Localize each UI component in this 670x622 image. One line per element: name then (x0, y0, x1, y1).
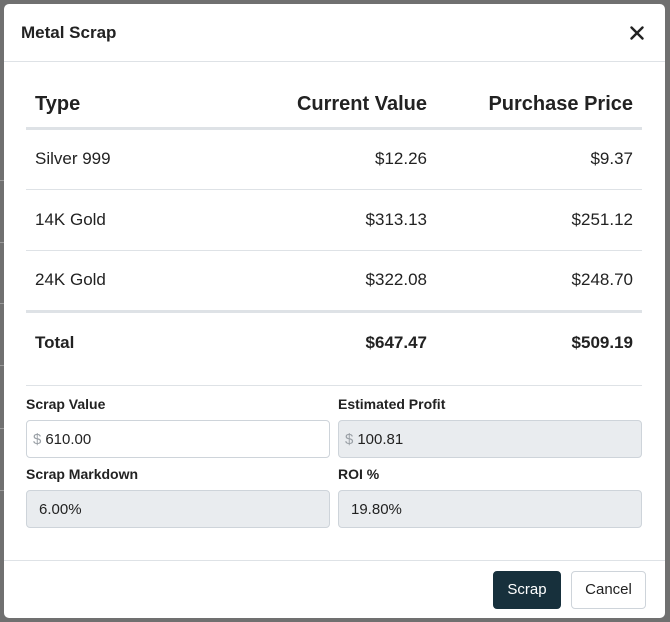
cell-current-value: $313.13 (246, 189, 436, 251)
scrap-markdown-text: 6.00% (39, 500, 82, 518)
total-row: Total $647.47 $509.19 (26, 311, 642, 373)
roi-text: 19.80% (351, 500, 402, 518)
backdrop-edge (0, 303, 4, 304)
modal-title: Metal Scrap (21, 22, 117, 42)
cell-type: 24K Gold (26, 250, 246, 313)
cell-purchase-price: $9.37 (436, 128, 642, 190)
close-icon (630, 25, 644, 40)
cell-type: Silver 999 (26, 128, 246, 190)
cell-type: 14K Gold (26, 189, 246, 251)
estimated-profit-input: $ 100.81 (338, 420, 642, 458)
backdrop-edge (0, 365, 4, 366)
dollar-prefix: $ (345, 430, 354, 448)
scrap-markdown-input: 6.00% (26, 490, 330, 528)
modal-header: Metal Scrap (4, 4, 665, 62)
scrap-button[interactable]: Scrap (493, 570, 561, 609)
scrap-value-text: 610.00 (45, 430, 92, 448)
modal-footer: Scrap Cancel (4, 560, 665, 618)
scrap-markdown-label: Scrap Markdown (26, 466, 139, 482)
estimated-profit-label: Estimated Profit (338, 396, 446, 412)
table-row: Silver 999 $12.26 $9.37 (26, 128, 642, 190)
backdrop-edge (0, 242, 4, 243)
total-purchase-price: $509.19 (571, 332, 633, 352)
cell-purchase-price: $251.12 (436, 189, 642, 251)
cell-current-value: $12.26 (246, 128, 436, 190)
cell-current-value: $322.08 (246, 250, 436, 313)
scrap-value-label: Scrap Value (26, 396, 106, 412)
backdrop-edge (0, 180, 4, 181)
total-label: Total (35, 332, 75, 352)
cell-purchase-price: $248.70 (436, 250, 642, 313)
total-current-value: $647.47 (365, 332, 427, 352)
header-current-value: Current Value (246, 82, 436, 130)
table-row: 14K Gold $313.13 $251.12 (26, 189, 642, 251)
header-type: Type (26, 82, 246, 130)
scrap-value-input[interactable]: $ 610.00 (26, 420, 330, 458)
cancel-button[interactable]: Cancel (571, 570, 646, 609)
estimated-profit-field: Estimated Profit $ 100.81 (338, 396, 642, 466)
table-row: 24K Gold $322.08 $248.70 (26, 250, 642, 313)
roi-label: ROI % (338, 466, 380, 482)
backdrop-edge (0, 428, 4, 429)
roi-field: ROI % 19.80% (338, 466, 642, 536)
table-header-row: Type Current Value Purchase Price (26, 82, 642, 130)
modal-body: Type Current Value Purchase Price Silver… (4, 62, 665, 536)
dollar-prefix: $ (33, 430, 42, 448)
backdrop-edge (0, 490, 4, 491)
metal-table: Type Current Value Purchase Price Silver… (26, 82, 642, 373)
scrap-markdown-field: Scrap Markdown 6.00% (26, 466, 330, 536)
metal-scrap-modal: Metal Scrap Type Current Value Purchase … (4, 4, 665, 618)
scrap-fields: Scrap Value $ 610.00 Estimated Profit $ … (26, 385, 642, 536)
close-button[interactable] (626, 22, 648, 44)
scrap-value-field: Scrap Value $ 610.00 (26, 396, 330, 466)
estimated-profit-text: 100.81 (357, 430, 404, 448)
header-purchase-price: Purchase Price (436, 82, 642, 130)
roi-input: 19.80% (338, 490, 642, 528)
